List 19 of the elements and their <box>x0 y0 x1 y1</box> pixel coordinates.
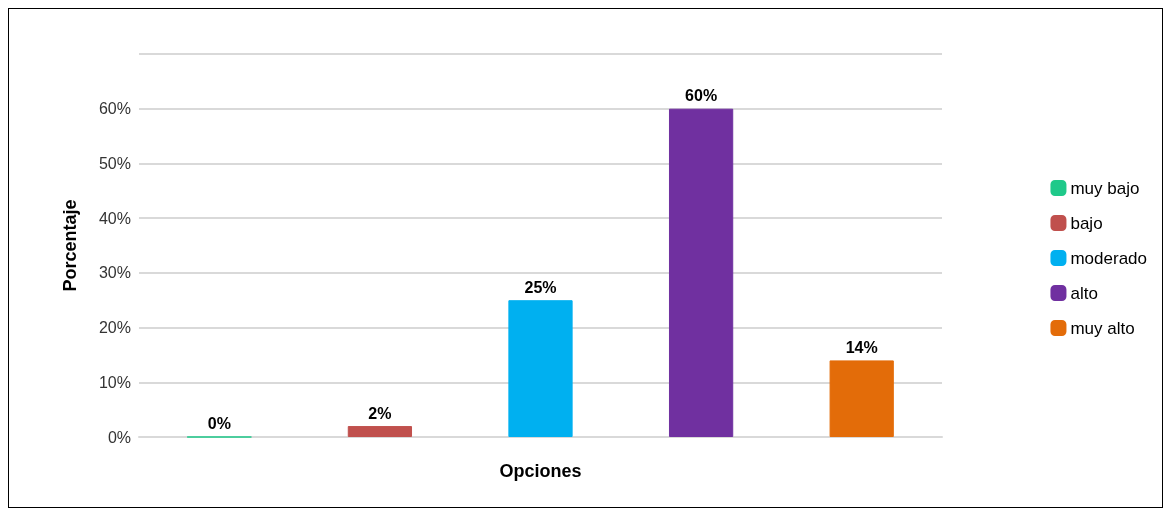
y-axis-title: Porcentaje <box>60 199 80 292</box>
y-tick-label: 40% <box>98 209 131 227</box>
y-tick-label: 30% <box>98 264 131 282</box>
y-tick-label: 60% <box>98 100 131 118</box>
y-tick-label: 20% <box>98 319 131 337</box>
y-tick-label: 50% <box>98 154 131 172</box>
y-tick-label: 0% <box>107 428 131 446</box>
y-tick-label: 10% <box>98 373 131 391</box>
x-axis-title: Opciones <box>499 461 582 481</box>
legend-label: moderado <box>1070 248 1148 268</box>
legend-label: muy alto <box>1070 318 1135 338</box>
legend-label: bajo <box>1070 213 1103 233</box>
data-label: 14% <box>845 338 878 356</box>
legend-label: muy bajo <box>1070 178 1140 198</box>
data-label: 60% <box>685 87 718 105</box>
legend-label: alto <box>1070 283 1098 303</box>
data-label: 0% <box>207 415 231 432</box>
data-label: 2% <box>368 404 392 422</box>
data-label: 25% <box>524 278 557 296</box>
